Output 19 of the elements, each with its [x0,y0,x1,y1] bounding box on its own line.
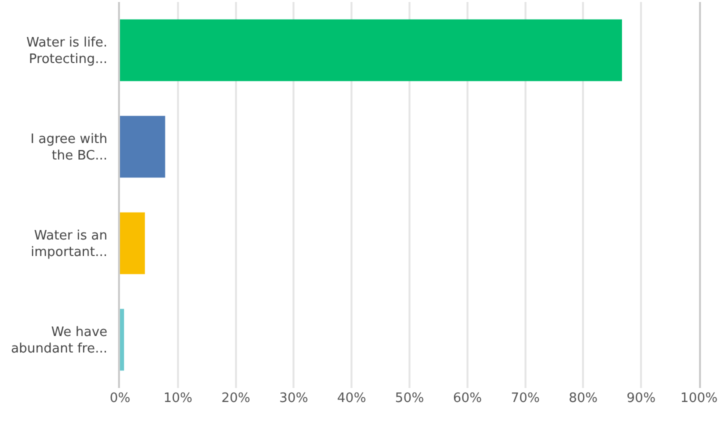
bar [120,308,124,371]
x-tick-label: 10% [163,391,192,406]
x-tick-label: 60% [452,391,482,406]
x-tick-label: 30% [279,391,308,406]
x-tick-label: 40% [337,391,366,406]
x-tick-label: 100% [680,391,718,406]
x-tick-label: 0% [110,391,130,406]
y-tick-label: I agree with the BC... [30,132,108,164]
y-tick-label: We have abundant fre... [10,324,108,357]
bar [120,19,622,82]
bar [120,116,166,178]
x-tick-label: 90% [626,391,656,406]
bar [120,212,145,274]
x-tick-label: 80% [568,391,598,406]
y-tick-label: Water is life. Protecting... [26,35,108,68]
x-tick-label: 20% [221,391,250,406]
y-tick-label: Water is an important... [30,228,108,260]
x-tick-label: 70% [510,391,540,406]
x-tick-label: 50% [395,391,424,406]
